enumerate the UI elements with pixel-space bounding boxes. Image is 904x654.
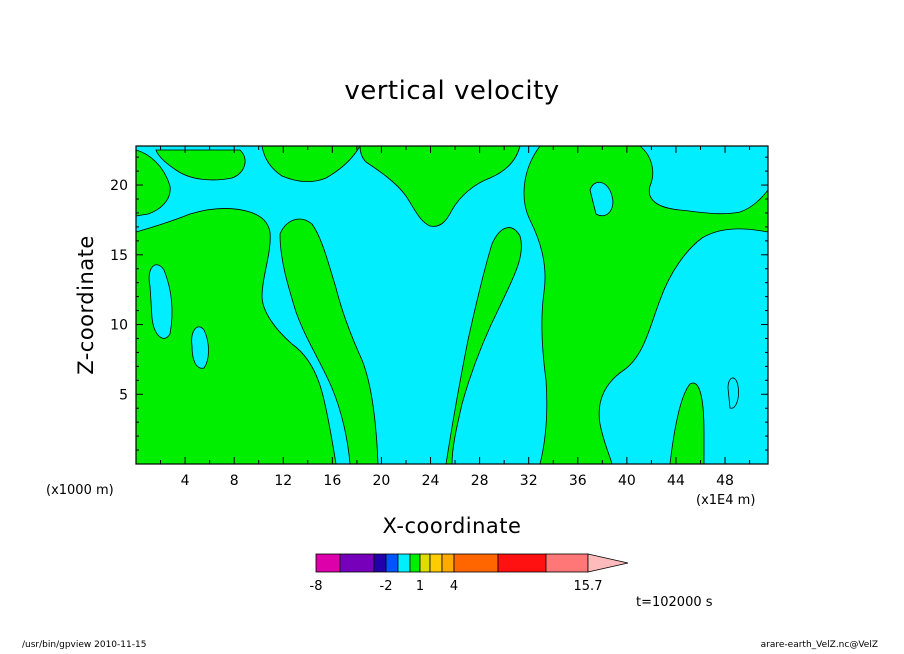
colorbar-swatch xyxy=(339,553,375,573)
colorbar-label: 4 xyxy=(450,579,458,594)
y-tick-label: 10 xyxy=(110,318,128,334)
x-tick-label: 28 xyxy=(471,473,489,489)
colorbar-swatch xyxy=(385,553,399,573)
colorbar-swatch xyxy=(429,553,443,573)
x-tick-label: 8 xyxy=(230,473,239,489)
x-tick-label: 36 xyxy=(569,473,587,489)
positive-region-center-left xyxy=(279,218,379,464)
x-tick-label: 4 xyxy=(181,473,190,489)
colorbar-label: -2 xyxy=(380,579,393,594)
negative-pocket-right-low xyxy=(727,377,739,409)
x-tick-label: 20 xyxy=(373,473,391,489)
x-tick-label: 44 xyxy=(667,473,685,489)
x-tick-label: 12 xyxy=(274,473,292,489)
y-tick-label: 20 xyxy=(110,178,128,194)
x-tick-label: 40 xyxy=(618,473,636,489)
x-tick-label: 48 xyxy=(716,473,734,489)
positive-region-center-right xyxy=(445,227,522,464)
colorbar-label: 15.7 xyxy=(574,579,603,594)
colorbar-label: -8 xyxy=(310,579,323,594)
footer-program-date: /usr/bin/gpview 2010-11-15 xyxy=(22,640,147,650)
footer-file-variable: arare-earth_VelZ.nc@VelZ xyxy=(760,640,878,650)
colorbar-swatch xyxy=(409,553,421,573)
negative-pocket-left-low xyxy=(191,326,209,369)
x-tick-label: 32 xyxy=(520,473,538,489)
colorbar-swatch xyxy=(419,553,431,573)
positive-region-left xyxy=(136,208,337,464)
positive-region-lower-left xyxy=(136,149,171,217)
plot-frame xyxy=(135,145,769,465)
chart-title: vertical velocity xyxy=(344,76,560,106)
negative-pocket-right xyxy=(589,182,614,217)
colorbar-arrow xyxy=(587,553,629,573)
colorbar-swatch xyxy=(453,553,499,573)
negative-pocket-left xyxy=(148,264,173,339)
x-axis-label: X-coordinate xyxy=(382,514,522,538)
y-tick-label: 5 xyxy=(119,387,128,403)
x-tick-label: 24 xyxy=(422,473,440,489)
time-annotation: t=102000 s xyxy=(636,595,713,610)
contour-field xyxy=(136,146,768,464)
colorbar-swatch xyxy=(397,553,411,573)
x-scale-label: (x1E4 m) xyxy=(696,493,756,508)
colorbar-swatch xyxy=(315,553,341,573)
positive-region-top-left xyxy=(155,149,246,181)
positive-region-right xyxy=(523,146,768,464)
colorbar-swatch xyxy=(545,553,589,573)
positive-region-far-right xyxy=(669,382,705,464)
positive-region-top-band xyxy=(359,146,521,227)
colorbar-swatch xyxy=(441,553,455,573)
x-unit-label: (x1000 m) xyxy=(46,483,114,498)
colorbar-label: 1 xyxy=(416,579,424,594)
colorbar-swatch xyxy=(497,553,547,573)
colorbar-swatch xyxy=(373,553,387,573)
positive-region-top-center xyxy=(261,146,361,182)
x-tick-label: 16 xyxy=(323,473,341,489)
y-tick-label: 15 xyxy=(110,248,128,264)
